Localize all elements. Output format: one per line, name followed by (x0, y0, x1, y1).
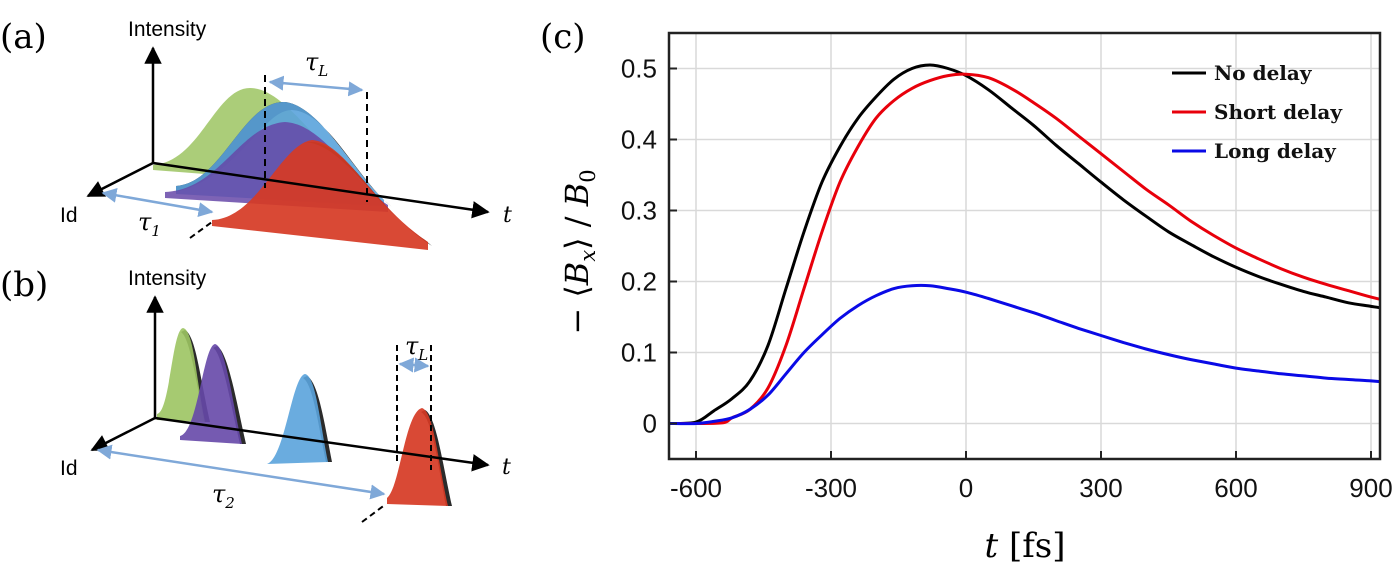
x-tick-label: -300 (805, 473, 857, 503)
panel-a-t-label: t (503, 203, 512, 228)
pulse-lightblue-b (267, 374, 332, 464)
panel-a-tau-L-arrow (268, 75, 364, 97)
panel-a-id-axis (86, 161, 154, 198)
x-tick-label: 900 (1349, 473, 1392, 503)
panel-a-tau-L: τL (305, 48, 328, 80)
series-line-2 (668, 72, 1381, 426)
plot-frame (667, 31, 1382, 461)
panel-a-label: (a) (0, 17, 47, 57)
series-line-1 (668, 63, 1381, 426)
panel-b-tau-2: τ2 (212, 480, 235, 512)
panel-a-intensity-label: Intensity (128, 18, 207, 41)
panel-c: (c) -600 -300 0 300 600 900 0 0.1 0.2 0.3 0.4 0.5 −… (540, 17, 1393, 566)
panel-b: (b) Intensity Id t τL τ2 (0, 265, 511, 523)
series-line-3 (668, 283, 1381, 426)
y-tick-label: 0 (643, 409, 657, 439)
panel-c-label: (c) (540, 17, 586, 57)
panel-b-tau-2-dash (361, 503, 387, 523)
x-tick-label: 300 (1079, 473, 1122, 503)
x-tick-label: 0 (959, 473, 973, 503)
legend-label-3: Long delay (1214, 139, 1337, 163)
y-tick-label: 0.3 (621, 196, 657, 226)
panel-a-tau-1-dash (189, 221, 213, 239)
y-tick-label: 0.4 (621, 125, 657, 155)
y-tick-label: 0.2 (621, 267, 657, 297)
panel-b-label: (b) (0, 265, 48, 305)
x-axis-label: t [fs] (984, 526, 1065, 566)
panel-b-intensity-label: Intensity (128, 267, 207, 290)
panel-a-t-axis (152, 161, 490, 219)
panel-b-t-label: t (502, 455, 511, 480)
panel-b-tau-2-arrow (96, 444, 386, 500)
y-tick-label: 0.1 (621, 338, 657, 368)
pulse-red-b (387, 408, 452, 506)
chart-legend: No delay Short delay Long delay (1172, 61, 1343, 163)
panel-a-tau-1-arrow (101, 187, 214, 218)
panel-b-tau-L: τL (405, 332, 428, 364)
panel-a: (a) Intensity Id t τL τ1 (0, 17, 512, 250)
pulse-red-a (212, 140, 432, 250)
chart-series (668, 63, 1381, 426)
chart-grid (669, 33, 1380, 459)
panel-a-tau-1: τ1 (138, 208, 161, 240)
x-tick-label: 600 (1214, 473, 1257, 503)
panel-b-id-axis (90, 416, 156, 452)
legend-label-2: Short delay (1214, 100, 1343, 124)
panel-a-id-label: Id (60, 204, 78, 227)
x-tick-label: -600 (670, 473, 722, 503)
panel-b-id-label: Id (60, 457, 78, 480)
y-axis-label: − ⟨Bx⟩ / B0 (558, 169, 600, 334)
pulse-purple-b (180, 344, 246, 444)
legend-label-1: No delay (1214, 61, 1313, 85)
y-tick-label: 0.5 (621, 54, 657, 84)
panel-b-t-axis (154, 416, 490, 472)
chart-ticks: -600 -300 0 300 600 900 0 0.1 0.2 0.3 0.4 0.5 (621, 54, 1393, 504)
panel-b-tau-L-arrow (398, 357, 430, 373)
